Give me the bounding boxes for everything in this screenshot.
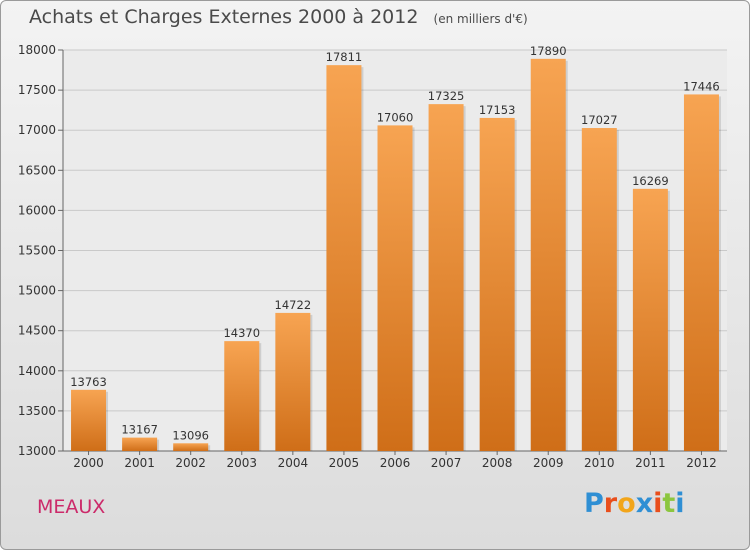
- x-tick-label: 2005: [329, 456, 360, 470]
- x-tick-label: 2007: [431, 456, 462, 470]
- y-tick-label: 17000: [18, 123, 56, 137]
- bar-2011: [632, 188, 668, 451]
- logo-letter: o: [617, 488, 636, 519]
- bar-value-label: 17446: [683, 79, 720, 93]
- y-tick-label: 17500: [18, 83, 56, 97]
- x-tick-label: 2012: [686, 456, 717, 470]
- bar-2004: [275, 312, 311, 451]
- bar-2003: [224, 341, 260, 451]
- x-tick-label: 2002: [175, 456, 206, 470]
- bar-2001: [122, 437, 158, 451]
- x-tick-label: 2006: [380, 456, 411, 470]
- bar-2012: [683, 94, 719, 452]
- bar-2008: [479, 117, 515, 452]
- bar-2006: [377, 125, 413, 451]
- bar-value-label: 14370: [223, 326, 260, 340]
- bar-value-label: 14722: [275, 298, 312, 312]
- y-tick-label: 14500: [18, 324, 56, 338]
- axes: 13000 13500 14000 14500 15000 15500 16000 16500…: [18, 43, 727, 470]
- chart-subtitle: (en milliers d'€): [433, 12, 528, 26]
- bar-value-label: 17027: [581, 113, 618, 127]
- proxiti-logo: Proxiti: [584, 488, 685, 519]
- x-tick-label: 2010: [584, 456, 615, 470]
- bar-2002: [173, 443, 209, 451]
- y-tick-label: 15000: [18, 284, 56, 298]
- x-tick-label: 2008: [482, 456, 513, 470]
- bar-value-label: 13167: [121, 423, 158, 437]
- bar-value-label: 13763: [70, 375, 107, 389]
- bar-value-label: 17811: [326, 50, 363, 64]
- bar-2009: [530, 58, 566, 452]
- x-tick-label: 2000: [73, 456, 104, 470]
- bar-value-label: 17890: [530, 44, 567, 58]
- y-tick-label: 16000: [18, 203, 56, 217]
- commune-name: MEAUX: [37, 496, 106, 518]
- chart-header: Achats et Charges Externes 2000 à 2012 (…: [29, 6, 528, 28]
- y-tick-label: 13500: [18, 404, 56, 418]
- bar-2005: [326, 65, 362, 451]
- y-tick-label: 15500: [18, 244, 56, 258]
- logo-letter: i: [675, 488, 685, 519]
- bar-value-label: 17153: [479, 103, 516, 117]
- logo-letter: t: [662, 488, 676, 519]
- logo-letter: i: [653, 488, 663, 519]
- x-tick-label: 2001: [124, 456, 155, 470]
- y-tick-label: 13000: [18, 444, 56, 458]
- x-tick-label: 2011: [635, 456, 666, 470]
- bar-value-label: 16269: [632, 174, 669, 188]
- bar-value-label: 17325: [428, 89, 465, 103]
- y-tick-label: 16500: [18, 163, 56, 177]
- bar-2010: [581, 128, 617, 451]
- logo-letter: P: [584, 488, 604, 519]
- logo-letter: r: [603, 488, 618, 519]
- bar-2000: [71, 389, 107, 451]
- x-tick-label: 2009: [533, 456, 564, 470]
- bar-2007: [428, 104, 464, 451]
- logo-letter: x: [635, 488, 654, 519]
- bar-value-label: 13096: [172, 428, 209, 442]
- x-tick-label: 2004: [278, 456, 309, 470]
- y-tick-label: 18000: [18, 43, 56, 57]
- bars: 13763 13167 13096 14370 14722 17811 17060 17325…: [70, 44, 721, 452]
- chart-title: Achats et Charges Externes 2000 à 2012: [29, 6, 419, 28]
- bar-value-label: 17060: [377, 110, 414, 124]
- x-tick-label: 2003: [226, 456, 257, 470]
- y-tick-label: 14000: [18, 364, 56, 378]
